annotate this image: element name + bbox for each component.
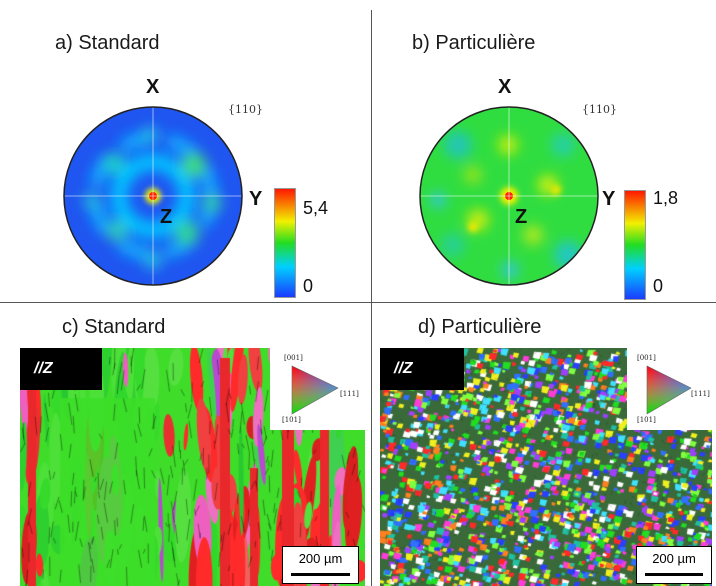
panel-c-ipf-001: [001] <box>284 354 303 362</box>
panel-a-axis-z: Z <box>160 206 173 228</box>
vertical-divider <box>371 10 372 586</box>
panel-b-plane: {110} <box>582 103 617 116</box>
panel-d-scale-bar: 200 µm <box>636 546 712 584</box>
panel-d-ipf-key: [001] [111] [101] <box>627 348 716 430</box>
panel-c-title: c) Standard <box>62 316 166 338</box>
panel-d-ipf-001: [001] <box>637 354 656 362</box>
panel-b-axis-x: X <box>498 76 512 98</box>
panel-a-plane: {110} <box>228 103 263 116</box>
panel-d-direction-label: //Z <box>380 348 464 390</box>
panel-b-pole-figure <box>419 106 599 286</box>
panel-d-ipf-triangle <box>646 365 692 415</box>
panel-b-axis-z: Z <box>515 206 528 228</box>
panel-c-ipf-111: [111] <box>340 390 359 398</box>
panel-b-colorbar <box>624 190 646 300</box>
panel-b-colorbar-min: 0 <box>653 276 664 296</box>
panel-d-title: d) Particulière <box>418 316 542 338</box>
panel-b-axis-y: Y <box>602 188 616 210</box>
panel-c-scale-bar: 200 µm <box>282 546 359 584</box>
panel-c-scale-label: 200 µm <box>298 551 343 566</box>
panel-a-title: a) Standard <box>55 32 160 54</box>
panel-d-scale-line <box>645 573 703 576</box>
panel-c-ipf-triangle <box>291 365 339 415</box>
panel-a-colorbar-min: 0 <box>303 276 314 296</box>
panel-a-colorbar <box>274 188 296 298</box>
panel-a-axis-x: X <box>146 76 160 98</box>
panel-a-colorbar-max: 5,4 <box>303 198 329 218</box>
panel-b-colorbar-max: 1,8 <box>653 188 679 208</box>
panel-c-scale-line <box>291 573 350 576</box>
panel-c-direction-label: //Z <box>20 348 102 390</box>
panel-a-pole-figure <box>63 106 243 286</box>
panel-d-scale-label: 200 µm <box>652 551 696 566</box>
panel-c-ipf-101: [101] <box>282 416 301 424</box>
panel-d-ipf-111: [111] <box>691 390 710 398</box>
panel-d-ipf-101: [101] <box>637 416 656 424</box>
panel-b-title: b) Particulière <box>412 32 536 54</box>
panel-a-axis-y: Y <box>249 188 263 210</box>
horizontal-divider <box>0 302 716 303</box>
panel-c-ipf-key: [001] [111] [101] <box>270 348 365 430</box>
